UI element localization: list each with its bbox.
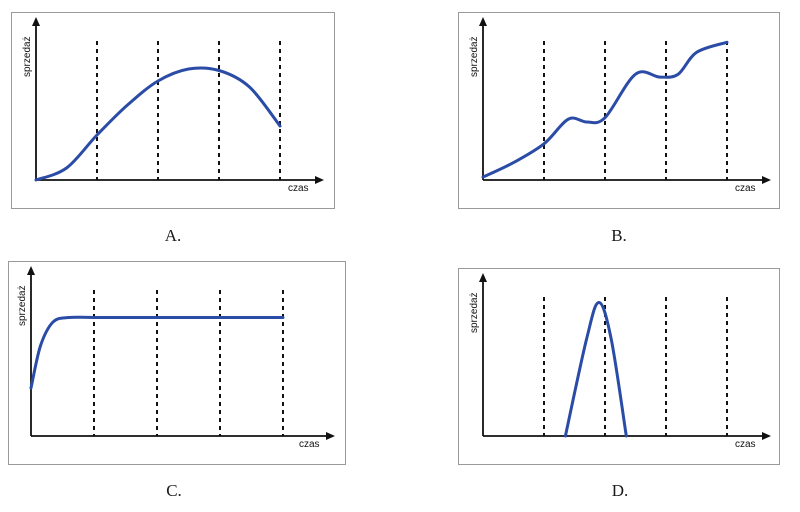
x-axis-label: czas — [299, 439, 320, 450]
chart-panel-b: czas sprzedaż — [458, 12, 780, 209]
x-axis-arrow — [315, 176, 324, 184]
chart-panel-c: czas sprzedaż — [8, 261, 346, 465]
y-axis-label: sprzedaż — [469, 292, 480, 333]
series-line — [481, 40, 729, 179]
chart-svg-d: czas sprzedaż — [469, 273, 771, 450]
y-axis-arrow — [32, 17, 40, 26]
x-axis-label: czas — [735, 183, 756, 194]
chart-letter-b: B. — [611, 226, 627, 245]
chart-letter-a: A. — [164, 226, 182, 245]
x-axis-arrow — [762, 432, 771, 440]
y-axis-arrow — [479, 273, 487, 282]
x-axis-label: czas — [735, 439, 756, 450]
chart-svg-c: czas sprzedaż — [17, 266, 335, 450]
y-axis-label: sprzedaż — [22, 36, 33, 77]
y-axis-label: sprzedaż — [17, 285, 28, 326]
x-axis-arrow — [762, 176, 771, 184]
chart-svg-b: czas sprzedaż — [469, 17, 771, 194]
chart-letter-c: C. — [166, 481, 182, 500]
chart-panel-d: czas sprzedaż — [458, 268, 780, 465]
series-line — [29, 315, 285, 390]
series-line — [34, 66, 282, 182]
chart-letter-d: D. — [611, 481, 629, 500]
chart-svg-a: czas sprzedaż — [22, 17, 324, 194]
chart-panel-a: czas sprzedaż — [11, 12, 335, 209]
series-line — [563, 301, 628, 438]
x-axis-arrow — [326, 432, 335, 440]
y-axis-label: sprzedaż — [469, 36, 480, 77]
y-axis-arrow — [27, 266, 35, 275]
y-axis-arrow — [479, 17, 487, 26]
x-axis-label: czas — [288, 183, 309, 194]
